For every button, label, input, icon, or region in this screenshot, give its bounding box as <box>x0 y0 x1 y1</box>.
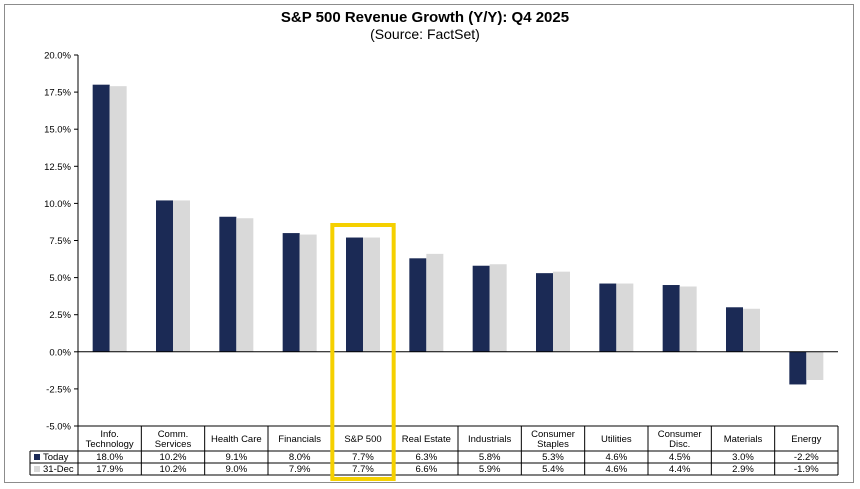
category-label: Consumer <box>658 429 702 440</box>
data-label: 10.2% <box>160 464 187 475</box>
y-tick-label: 2.5% <box>49 310 71 321</box>
category-label: Technology <box>86 439 134 450</box>
bar <box>363 237 380 352</box>
data-label: 7.9% <box>289 464 311 475</box>
data-label: -1.9% <box>794 464 819 475</box>
category-label: Staples <box>537 439 569 450</box>
data-table: Info.Technology Comm.Services Health Care F… <box>29 425 839 476</box>
category-label: Energy <box>791 434 821 445</box>
axes <box>77 55 838 426</box>
category-label: Services <box>155 439 192 450</box>
bar <box>236 218 254 352</box>
bar <box>726 307 743 352</box>
data-label: 6.6% <box>416 464 438 475</box>
y-tick-label: -5.0% <box>46 422 71 433</box>
category-label: Comm. <box>158 429 189 440</box>
category-label: Real Estate <box>402 434 451 445</box>
data-label: 4.5% <box>669 452 691 463</box>
bar <box>599 283 617 352</box>
bar <box>489 264 507 352</box>
data-label: 10.2% <box>160 452 187 463</box>
y-tick-label: 7.5% <box>49 236 71 247</box>
highlight-box <box>330 223 396 481</box>
category-label: Utilities <box>601 434 632 445</box>
bar <box>616 283 634 352</box>
data-label: 18.0% <box>96 452 123 463</box>
y-axis: 20.0% 17.5% 15.0% 12.5% 10.0% 7.5% 5.0% 2.5% 0.0… <box>44 51 78 433</box>
category-label: Industrials <box>468 434 512 445</box>
legend-swatch <box>34 454 40 460</box>
data-label: 5.3% <box>542 452 564 463</box>
bar <box>156 200 173 352</box>
y-tick-label: 17.5% <box>44 88 71 99</box>
legend-swatch <box>34 466 40 472</box>
category-label: Disc. <box>669 439 690 450</box>
data-label: 9.1% <box>226 452 248 463</box>
data-label: 8.0% <box>289 452 311 463</box>
data-label: 6.3% <box>416 452 438 463</box>
category-label: Health Care <box>211 434 262 445</box>
bar <box>426 253 444 352</box>
bar <box>409 258 427 352</box>
category-label: Info. <box>100 429 119 440</box>
data-label: 5.4% <box>542 464 564 475</box>
chart-frame <box>4 4 854 483</box>
bar <box>173 200 190 352</box>
category-label: Materials <box>724 434 763 445</box>
bar <box>662 285 680 352</box>
bar <box>679 286 697 352</box>
data-label: 7.7% <box>352 452 374 463</box>
bar <box>789 351 807 385</box>
legend-label: 31-Dec <box>43 464 74 475</box>
category-label: S&P 500 <box>344 434 381 445</box>
y-tick-label: -2.5% <box>46 384 71 395</box>
data-label: 4.6% <box>606 464 628 475</box>
bar <box>92 84 110 352</box>
bar <box>536 273 553 352</box>
bar <box>219 216 237 352</box>
data-label: 3.0% <box>732 452 754 463</box>
y-tick-label: 15.0% <box>44 125 71 136</box>
y-tick-label: 10.0% <box>44 199 71 210</box>
bar <box>109 86 127 352</box>
bar <box>472 265 490 352</box>
data-label: 5.9% <box>479 464 501 475</box>
data-label: 7.7% <box>352 464 374 475</box>
category-label: Consumer <box>531 429 575 440</box>
legend-label: Today <box>43 452 69 463</box>
data-label: 5.8% <box>479 452 501 463</box>
data-label: 4.6% <box>606 452 628 463</box>
bar <box>346 237 363 352</box>
data-label: 4.4% <box>669 464 691 475</box>
data-label: -2.2% <box>794 452 819 463</box>
chart-title: S&P 500 Revenue Growth (Y/Y): Q4 2025 <box>281 9 569 26</box>
data-label: 9.0% <box>226 464 248 475</box>
bar <box>282 233 300 352</box>
data-label: 17.9% <box>96 464 123 475</box>
category-label: Financials <box>278 434 321 445</box>
y-tick-label: 20.0% <box>44 51 71 62</box>
bar <box>806 351 824 380</box>
bar-group <box>92 84 824 385</box>
chart-subtitle: (Source: FactSet) <box>370 26 480 42</box>
data-label: 2.9% <box>732 464 754 475</box>
y-tick-label: 12.5% <box>44 162 71 173</box>
bar <box>743 308 760 352</box>
highlight-rect <box>330 223 396 481</box>
bar <box>553 271 570 352</box>
y-tick-label: 0.0% <box>49 347 71 358</box>
y-tick-label: 5.0% <box>49 273 71 284</box>
bar <box>299 234 317 352</box>
